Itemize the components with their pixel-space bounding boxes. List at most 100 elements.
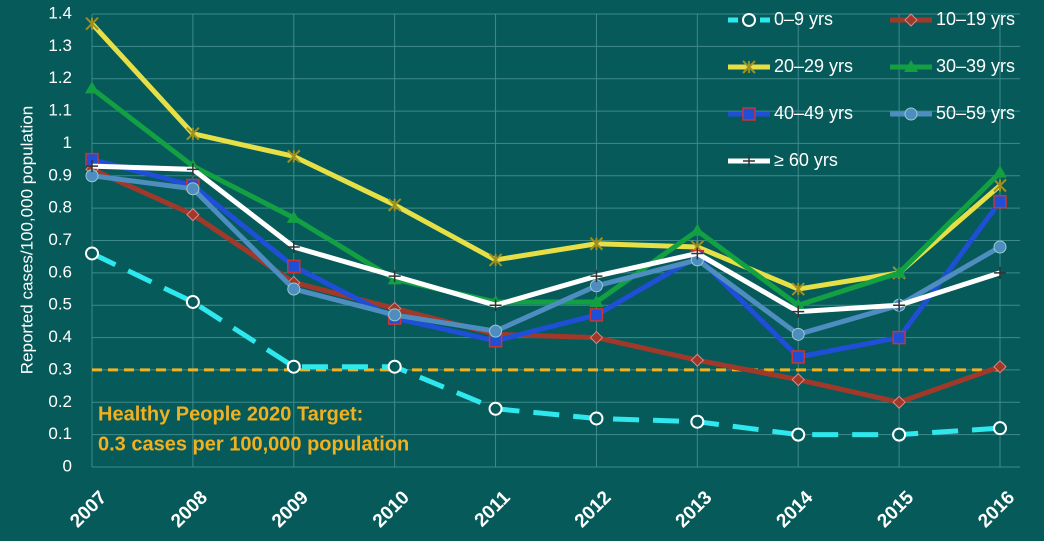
marker-shape (186, 182, 200, 196)
marker-shape (994, 266, 1006, 279)
series-line (90, 86, 1002, 308)
marker-shape (791, 427, 806, 442)
marker-shape (589, 411, 604, 426)
marker-shape (791, 327, 805, 341)
marker (186, 207, 200, 222)
y-tick-label: 1.2 (48, 68, 72, 87)
marker (287, 282, 301, 296)
marker (742, 13, 756, 27)
y-tick-label: 1.3 (48, 36, 72, 55)
x-tick-label: 2009 (268, 487, 313, 532)
y-tick-label: 0.8 (48, 198, 72, 217)
x-tick-label: 2014 (773, 487, 818, 532)
marker-shape (993, 359, 1007, 374)
y-tick-label: 0.4 (48, 327, 72, 346)
marker (387, 198, 402, 212)
marker-shape (85, 16, 99, 31)
marker (488, 253, 503, 267)
marker (186, 182, 200, 196)
marker-shape (791, 350, 805, 364)
y-tick-label: 0.7 (48, 230, 72, 249)
marker (791, 327, 805, 341)
marker-shape (589, 308, 604, 322)
marker (993, 178, 1007, 193)
marker (287, 149, 301, 164)
legend-label: 40–49 yrs (774, 103, 853, 123)
marker-shape (690, 414, 705, 429)
marker (590, 270, 603, 283)
marker-shape (690, 223, 705, 236)
marker (791, 350, 805, 364)
marker (742, 60, 756, 74)
marker (993, 165, 1007, 178)
marker (186, 163, 199, 176)
x-tick-label: 2010 (369, 487, 414, 532)
marker-shape (993, 421, 1007, 436)
marker-shape (904, 107, 918, 121)
marker-shape (743, 155, 755, 167)
marker (286, 359, 301, 374)
marker (993, 194, 1007, 209)
marker-shape (286, 210, 301, 223)
marker (904, 13, 918, 27)
marker (286, 210, 301, 223)
marker (892, 330, 906, 345)
marker (893, 299, 906, 312)
marker (691, 247, 704, 260)
marker (488, 401, 503, 416)
series-line (90, 167, 1001, 405)
marker (994, 266, 1006, 279)
y-tick-label: 0.2 (48, 392, 72, 411)
marker (993, 240, 1007, 254)
y-tick-label: 1.4 (48, 3, 72, 22)
marker (287, 259, 301, 274)
marker-shape (742, 13, 756, 27)
marker-shape (388, 270, 401, 283)
y-tick-label: 0.9 (48, 165, 72, 184)
marker (387, 359, 402, 374)
marker (892, 265, 907, 278)
marker (489, 324, 503, 338)
x-tick-label: 2012 (571, 487, 616, 532)
marker (85, 246, 99, 261)
marker-shape (590, 270, 603, 283)
marker (791, 282, 805, 296)
marker-shape (86, 160, 98, 173)
legend-label: 50–59 yrs (936, 103, 1015, 123)
marker (589, 330, 604, 345)
marker-shape (791, 282, 805, 296)
y-axis-label: Reported cases/100,000 population (17, 106, 36, 374)
marker-shape (85, 246, 99, 261)
series-line (90, 251, 1001, 438)
marker-shape (85, 81, 99, 94)
marker (589, 308, 604, 322)
marker-shape (904, 60, 918, 72)
marker-shape (993, 194, 1007, 209)
marker (489, 299, 502, 312)
marker (185, 294, 200, 309)
marker-shape (287, 259, 301, 274)
marker-shape (742, 107, 756, 121)
marker-shape (488, 253, 503, 267)
marker-shape (287, 240, 300, 253)
legend-label: 0–9 yrs (774, 9, 833, 29)
marker-shape (186, 127, 200, 141)
marker-shape (690, 353, 705, 367)
y-tick-label: 1.1 (48, 101, 72, 120)
y-tick-label: 1 (63, 133, 72, 152)
x-tick-label: 2016 (974, 487, 1019, 532)
marker-shape (993, 178, 1007, 193)
series-line (91, 163, 1001, 315)
x-tick-label: 2015 (873, 487, 918, 532)
marker-shape (287, 282, 301, 296)
marker (742, 107, 756, 121)
legend-label: 20–29 yrs (774, 56, 853, 76)
marker-shape (488, 401, 503, 416)
y-tick-label: 0.6 (48, 262, 72, 281)
marker (743, 155, 755, 167)
marker (993, 421, 1007, 436)
series-line (90, 22, 1002, 292)
x-tick-label: 2011 (471, 487, 515, 531)
marker (690, 414, 705, 429)
